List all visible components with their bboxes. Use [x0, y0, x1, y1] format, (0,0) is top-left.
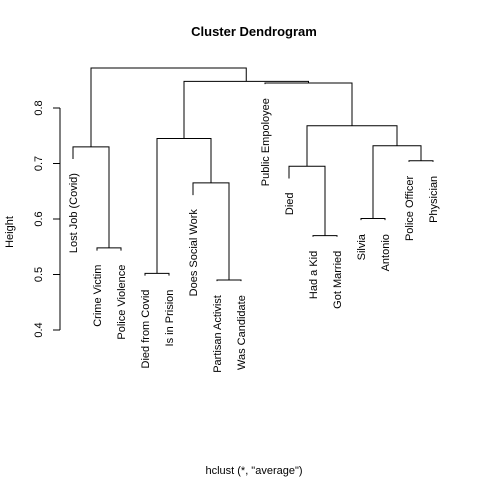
- leaf-label: Crime Victim: [92, 265, 104, 327]
- leaf-label: Lost Job (Covid): [68, 173, 80, 253]
- leaf-label: Died from Covid: [140, 290, 152, 369]
- leaf-label: Silvia: [356, 233, 368, 260]
- leaf-label: Had a Kid: [308, 251, 320, 299]
- leaf-labels: Lost Job (Covid) Crime Victim Police Viole…: [68, 98, 440, 373]
- x-axis-label: hclust (*, "average"): [205, 465, 302, 477]
- leaf-label: Is in Prision: [164, 290, 176, 347]
- leaf-label: Was Candidate: [236, 295, 248, 370]
- leaf-label: Does Social Work: [188, 209, 200, 297]
- leaf-label: Died: [284, 192, 296, 215]
- leaf-label: Physician: [428, 176, 440, 223]
- dendrogram-link: [156, 138, 212, 274]
- leaf-label: Antonio: [380, 234, 392, 271]
- chart-title: Cluster Dendrogram: [191, 24, 317, 39]
- dendrogram-link: [96, 247, 122, 251]
- leaf-label: Partisan Activist: [212, 295, 224, 373]
- y-tick-label: 0.8: [33, 100, 45, 115]
- y-tick-label: 0.7: [33, 156, 45, 171]
- dendrogram-link: [264, 82, 353, 126]
- dendrogram-link: [312, 235, 338, 237]
- dendrogram-link: [216, 279, 242, 282]
- y-axis-label: Height: [4, 216, 16, 248]
- dendrogram-link: [360, 217, 386, 221]
- y-tick-label: 0.4: [33, 322, 45, 337]
- y-tick-label: 0.6: [33, 211, 45, 226]
- leaf-label: Police Officer: [404, 175, 416, 241]
- leaf-label: Public Empoloyee: [260, 98, 272, 186]
- y-tick-label: 0.5: [33, 267, 45, 282]
- dendrogram-link: [408, 160, 434, 162]
- y-axis-ticks: 0.4 0.5 0.6 0.7 0.8: [33, 100, 60, 338]
- dendrogram-link: [144, 272, 170, 276]
- dendrogram-link: [90, 67, 247, 147]
- leaf-label: Police Violence: [116, 265, 128, 340]
- dendrogram-link: [183, 80, 309, 139]
- dendrogram-links: [72, 67, 434, 282]
- leaf-label: Got Married: [332, 251, 344, 309]
